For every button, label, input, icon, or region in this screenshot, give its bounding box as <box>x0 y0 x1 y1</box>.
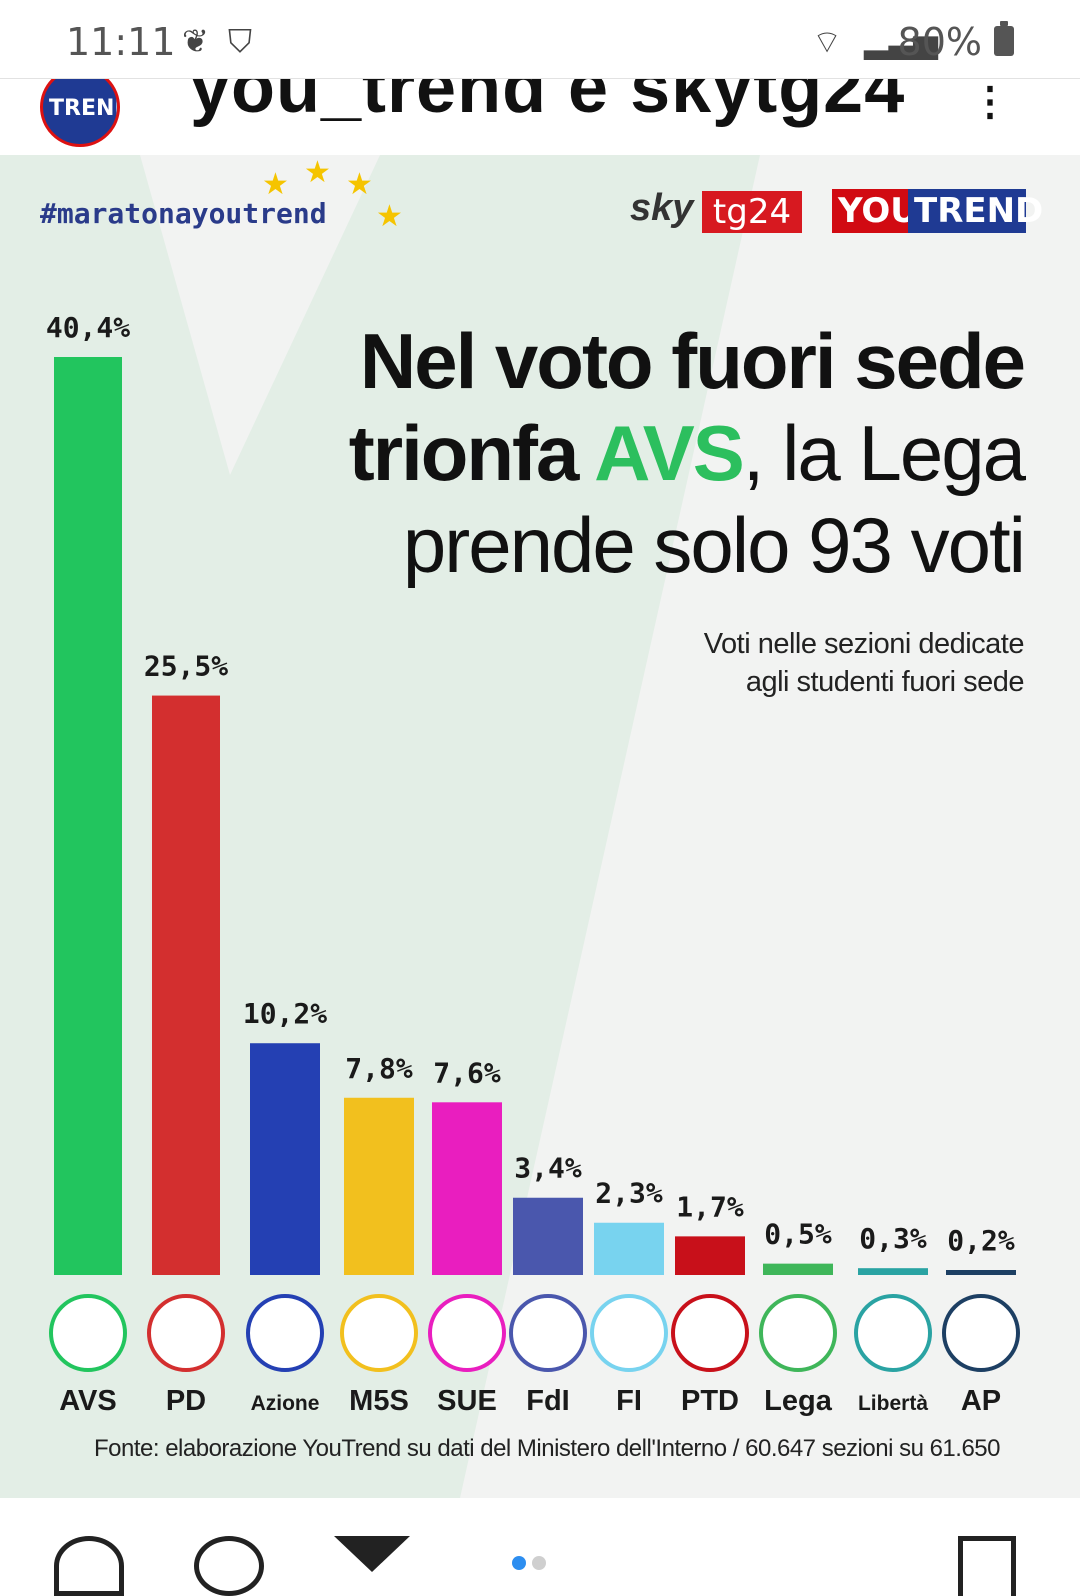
bar-libertà <box>858 1268 928 1275</box>
location-icon: ❦ <box>182 22 209 60</box>
bookmark-icon[interactable] <box>958 1536 1016 1596</box>
hashtag: #maratonayoutrend <box>40 197 327 230</box>
youtrend-logo: YOU TREND <box>832 189 1043 233</box>
party-logo-sue <box>428 1294 506 1372</box>
comment-icon[interactable] <box>194 1536 264 1596</box>
chart-title: Nel voto fuori sede trionfa AVS, la Lega… <box>348 317 1026 589</box>
signal-icon: ▂▃▅ <box>864 22 938 60</box>
value-label: 25,5% <box>144 650 228 683</box>
category-label: M5S <box>349 1385 409 1417</box>
party-logo-lega <box>759 1294 837 1372</box>
party-logo-avs <box>49 1294 127 1372</box>
infographic-card: ★ ★ ★ ★ #maratonayoutrend sky tg24 YOU T… <box>0 155 1080 1498</box>
value-label: 7,8% <box>345 1052 413 1085</box>
value-label: 3,4% <box>514 1152 582 1185</box>
value-label: 7,6% <box>433 1056 501 1089</box>
party-logo-libertà <box>854 1294 932 1372</box>
bar-chart: 40,4% AVS 25,5% PD 10,2% Azione 7,8% M5S 7,6% SUE… <box>46 311 1020 1417</box>
post-actions <box>0 1498 1080 1596</box>
value-label: 10,2% <box>243 997 327 1030</box>
bar-m5s <box>344 1097 414 1275</box>
category-label: AP <box>961 1385 1001 1417</box>
battery-icon <box>994 21 1014 56</box>
category-label: Libertà <box>858 1392 928 1415</box>
category-label: Lega <box>764 1385 833 1417</box>
party-logo-ptd <box>671 1294 749 1372</box>
status-time: 11:11 <box>66 20 176 64</box>
more-options-icon[interactable]: ⋮ <box>970 80 1010 124</box>
value-label: 1,7% <box>676 1190 744 1223</box>
party-logo-m5s <box>340 1294 418 1372</box>
category-label: SUE <box>437 1385 497 1417</box>
category-label: PTD <box>681 1385 739 1417</box>
shield-icon: ⛉ <box>228 22 253 60</box>
carousel-dots <box>512 1556 552 1575</box>
party-logo-azione <box>246 1294 324 1372</box>
source-note: Fonte: elaborazione YouTrend su dati del… <box>94 1435 1001 1462</box>
category-label: FI <box>616 1385 642 1417</box>
category-label: PD <box>166 1385 206 1417</box>
value-label: 0,5% <box>764 1218 832 1251</box>
bar-ap <box>946 1270 1016 1275</box>
battery-percent: 80% <box>897 20 982 64</box>
bar-ptd <box>675 1236 745 1275</box>
bar-azione <box>250 1043 320 1275</box>
send-icon[interactable] <box>334 1536 410 1596</box>
value-label: 2,3% <box>595 1177 663 1210</box>
bar-pd <box>152 695 220 1275</box>
wifi-icon: ⌔ <box>812 23 843 61</box>
bar-fi <box>594 1222 664 1275</box>
party-logo-pd <box>147 1294 225 1372</box>
heart-icon[interactable] <box>54 1536 124 1596</box>
status-bar: 11:11 ❦ ⛉ ⌔ ▂▃▅ 80% <box>0 0 1080 80</box>
category-label: FdI <box>526 1385 570 1417</box>
category-label: Azione <box>251 1392 320 1415</box>
post-header: TREND you_trend e skytg24 ⋮ <box>0 79 1080 155</box>
party-logo-ap <box>942 1294 1020 1372</box>
avatar[interactable]: TREND <box>40 79 120 147</box>
value-label: 0,3% <box>859 1222 927 1255</box>
party-logo-fi <box>590 1294 668 1372</box>
bar-lega <box>763 1263 833 1275</box>
category-label: AVS <box>59 1385 116 1417</box>
bar-fdi <box>513 1197 583 1275</box>
post-username[interactable]: you_trend e skytg24 <box>190 79 906 128</box>
value-label: 40,4% <box>46 311 130 344</box>
bar-sue <box>432 1102 502 1275</box>
chart-subtitle: Voti nelle sezioni dedicate agli student… <box>703 628 1025 698</box>
bar-avs <box>54 357 122 1275</box>
party-logo-fdi <box>509 1294 587 1372</box>
value-label: 0,2% <box>947 1224 1015 1257</box>
